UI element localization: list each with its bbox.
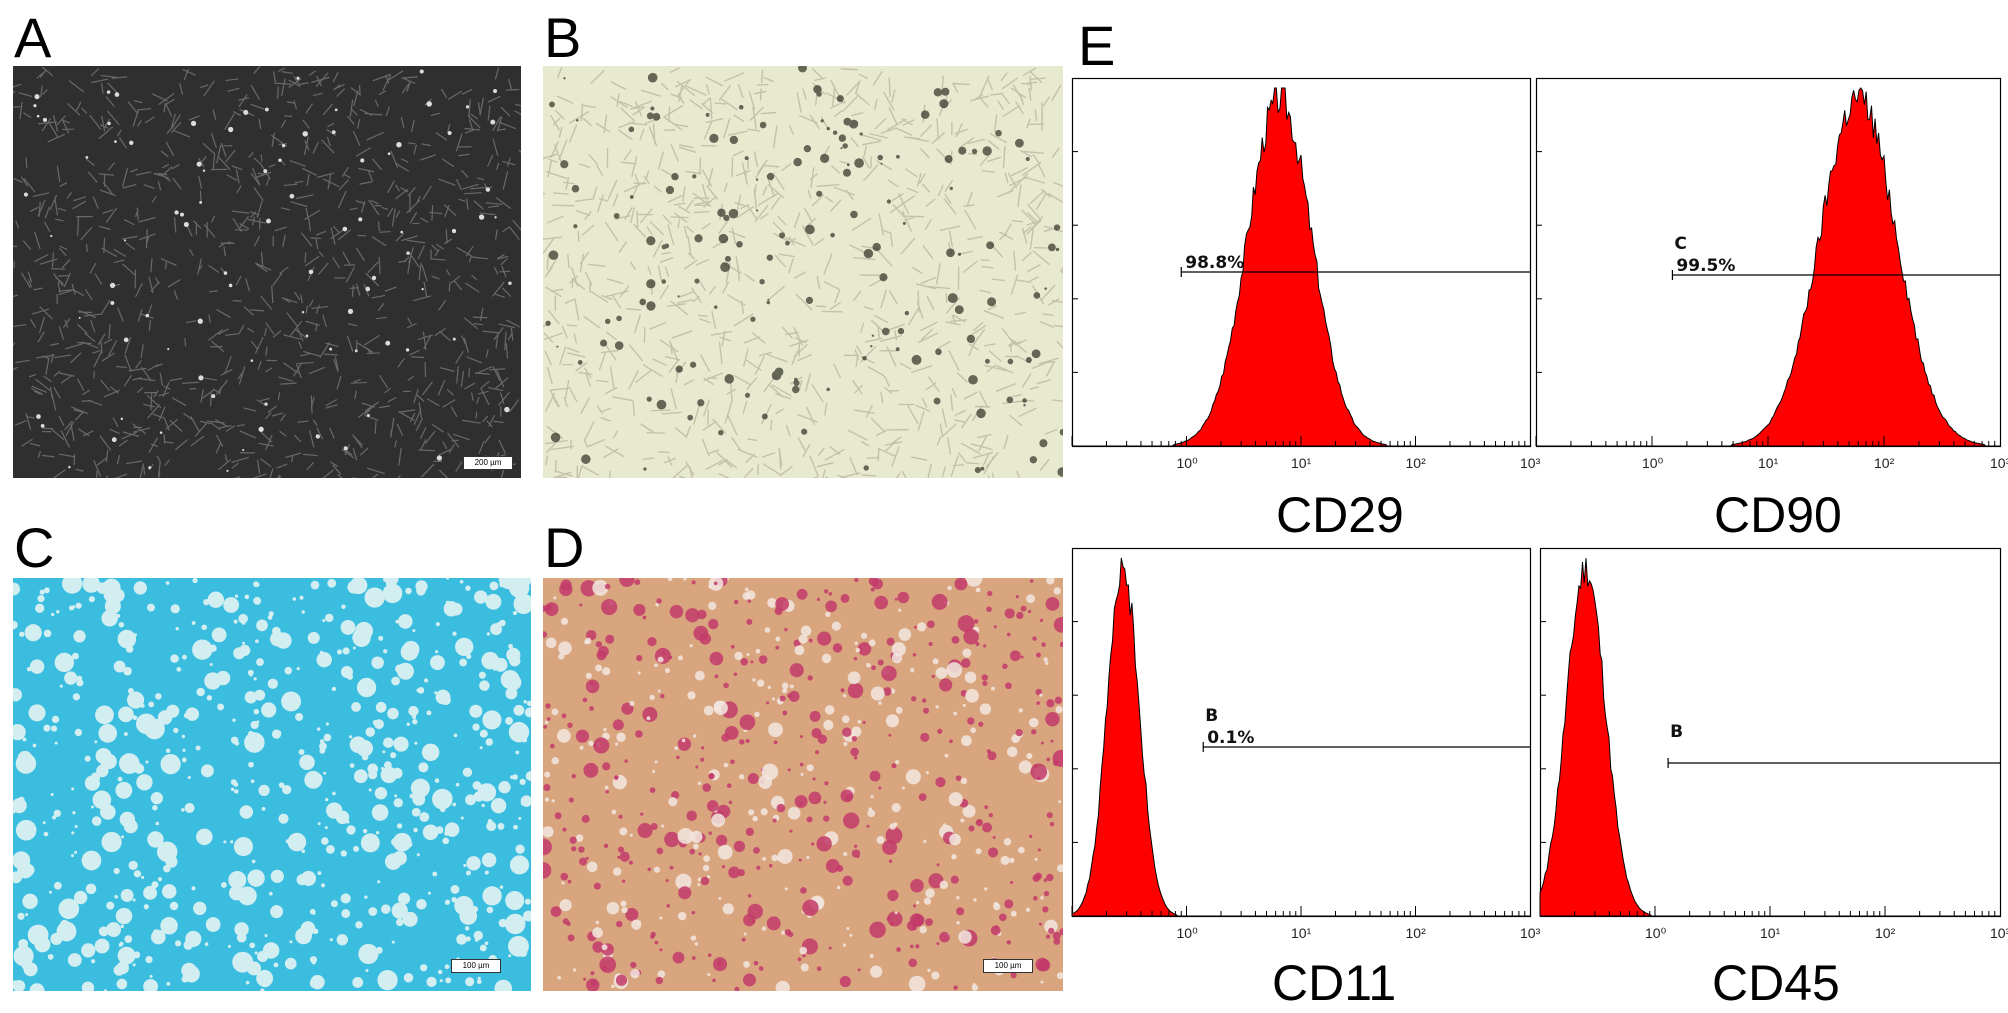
- x-tick-label: 10¹: [1760, 925, 1781, 941]
- title-cd90: CD90: [1714, 487, 1842, 543]
- panel-label-e: E: [1078, 14, 1116, 77]
- x-tick-label: 10⁰: [1642, 455, 1664, 471]
- x-tick-label: 10²: [1874, 455, 1895, 471]
- scale-bar-a: 200 µm: [463, 456, 513, 470]
- x-tick-label: 10⁰: [1645, 925, 1667, 941]
- micrograph-d-oil-red: 100 µm: [543, 578, 1063, 991]
- x-tick-label: 10³: [1520, 455, 1541, 471]
- title-cd11: CD11: [1272, 955, 1397, 1011]
- micrograph-a-phase-contrast: 200 µm: [13, 66, 521, 478]
- gate-percent: 0.1%: [1207, 728, 1254, 748]
- gate-letter: C: [1674, 234, 1686, 254]
- x-axis-ticks: [1535, 436, 1996, 446]
- lipid-droplets-d: [543, 578, 1063, 991]
- x-tick-label: 10¹: [1291, 925, 1312, 941]
- panel-label-a: A: [14, 6, 52, 69]
- cell-field-a: [13, 66, 521, 478]
- x-tick-label: 10⁰: [1177, 925, 1199, 941]
- histogram-area: [1072, 87, 1530, 447]
- x-tick-label: 10³: [1990, 925, 2008, 941]
- cell-field-b: [543, 66, 1063, 478]
- x-tick-label: 10⁰: [1177, 455, 1199, 471]
- x-axis-ticks: [1071, 436, 1526, 446]
- vesicles-c: [13, 578, 531, 991]
- gate-percent: 99.5%: [1676, 256, 1735, 276]
- gate-percent: 98.8%: [1185, 253, 1244, 273]
- x-tick-label: 10¹: [1758, 455, 1779, 471]
- x-tick-label: 10²: [1406, 925, 1427, 941]
- photo-b-background: [543, 66, 1063, 478]
- panel-label-b: B: [544, 6, 582, 69]
- micrograph-c-alcian-blue: 100 µm: [13, 578, 531, 991]
- gate-letter: B: [1670, 722, 1683, 742]
- x-tick-label: 10²: [1875, 925, 1896, 941]
- x-tick-label: 10²: [1406, 455, 1427, 471]
- x-tick-label: 10¹: [1291, 455, 1312, 471]
- bright-cells-a: [23, 69, 512, 472]
- histogram-cd11: 10⁰ 10¹ 10² 10³ 0.1%B: [1071, 547, 1541, 941]
- histogram-area: [1536, 87, 2000, 447]
- x-tick-label: 10³: [1990, 455, 2008, 471]
- x-tick-label: 10³: [1520, 925, 1541, 941]
- title-cd29: CD29: [1276, 487, 1404, 543]
- micrograph-b-brightfield: [543, 66, 1063, 478]
- title-cd45: CD45: [1712, 955, 1840, 1011]
- gate-letter: B: [1205, 706, 1218, 726]
- histogram-cd90: 10⁰ 10¹ 10² 10³ 99.5%C: [1535, 77, 2008, 471]
- panel-label-c: C: [14, 516, 55, 579]
- histogram-cd29: 10⁰ 10¹ 10² 10³ 98.8%: [1071, 77, 1541, 471]
- histogram-cd45: 10⁰ 10¹ 10² 10³ B: [1539, 547, 2008, 941]
- x-axis-ticks: [1539, 906, 1996, 916]
- mineral-deposits-b: [545, 66, 1063, 477]
- x-axis-ticks: [1071, 906, 1526, 916]
- scale-bar-d: 100 µm: [983, 959, 1033, 973]
- panel-label-d: D: [544, 516, 585, 579]
- scale-bar-c: 100 µm: [451, 959, 501, 973]
